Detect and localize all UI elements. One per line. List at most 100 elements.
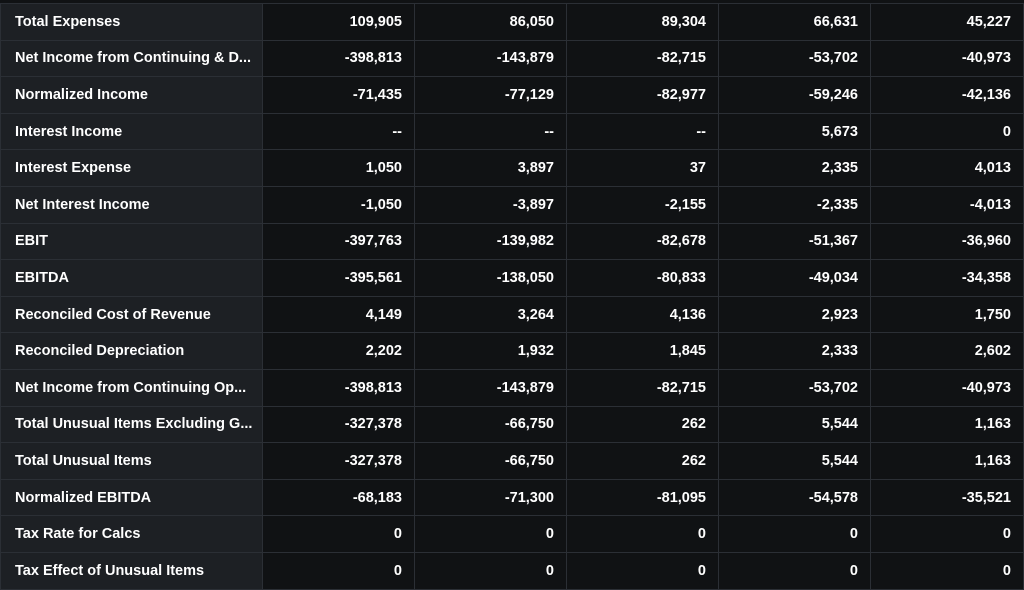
value-cell: -53,702 [719,369,871,406]
value-cell: 5,544 [719,406,871,443]
value-cell: 0 [567,516,719,552]
value-cell: -34,358 [871,260,1024,296]
value-cell: -53,702 [719,40,871,77]
value-cell: -80,833 [567,260,719,296]
value-cell: -77,129 [415,77,567,113]
value-cell: 89,304 [567,4,719,40]
row-label: Interest Income [0,113,263,150]
value-cell: 45,227 [871,4,1024,40]
value-cell: -398,813 [263,40,415,77]
table-row: Reconciled Cost of Revenue 4,149 3,264 4,13… [0,296,1024,334]
table-row: Reconciled Depreciation 2,202 1,932 1,845 2,… [0,333,1024,370]
value-cell: -398,813 [263,369,415,406]
value-cell: -- [263,113,415,150]
table-row: Net Interest Income -1,050 -3,897 -2,155 -2,… [0,186,1024,224]
value-cell: -397,763 [263,223,415,260]
row-label: Total Expenses [0,4,263,40]
value-cell: -82,977 [567,77,719,113]
value-cell: 4,136 [567,296,719,333]
row-label: Net Income from Continuing Op... [0,369,263,406]
value-cell: -- [415,113,567,150]
value-cell: 1,163 [871,406,1024,443]
table-row: EBITDA -395,561 -138,050 -80,833 -49,034 -34,… [0,260,1024,297]
value-cell: -71,435 [263,77,415,113]
value-cell: 109,905 [263,4,415,40]
value-cell: 0 [719,552,871,589]
table-row: Tax Rate for Calcs 0 0 0 0 0 [0,516,1024,553]
value-cell: 0 [719,516,871,552]
value-cell: -139,982 [415,223,567,260]
row-label: EBITDA [0,260,263,296]
value-cell: -71,300 [415,479,567,516]
value-cell: -2,155 [567,186,719,223]
row-label: Normalized EBITDA [0,479,263,516]
value-cell: -59,246 [719,77,871,113]
value-cell: 262 [567,406,719,443]
table-row: Net Income from Continuing Op... -398,813… [0,369,1024,407]
value-cell: 66,631 [719,4,871,40]
row-label: Net Interest Income [0,186,263,223]
value-cell: -2,335 [719,186,871,223]
value-cell: -395,561 [263,260,415,296]
row-label: Total Unusual Items Excluding G... [0,406,263,443]
value-cell: 1,163 [871,443,1024,479]
value-cell: 262 [567,443,719,479]
value-cell: -66,750 [415,406,567,443]
table-row: Total Unusual Items -327,378 -66,750 262 5,5… [0,443,1024,480]
value-cell: 37 [567,150,719,186]
value-cell: -327,378 [263,406,415,443]
value-cell: -3,897 [415,186,567,223]
value-cell: -49,034 [719,260,871,296]
row-label: Tax Rate for Calcs [0,516,263,552]
value-cell: -327,378 [263,443,415,479]
table-row: Net Income from Continuing & D... -398,81… [0,40,1024,78]
value-cell: 86,050 [415,4,567,40]
table-row: Normalized EBITDA -68,183 -71,300 -81,095 -5… [0,479,1024,517]
table-row: EBIT -397,763 -139,982 -82,678 -51,367 -36,96… [0,223,1024,261]
value-cell: -138,050 [415,260,567,296]
value-cell: 2,333 [719,333,871,369]
value-cell: -66,750 [415,443,567,479]
row-label: EBIT [0,223,263,260]
value-cell: -82,715 [567,369,719,406]
value-cell: 3,897 [415,150,567,186]
value-cell: -82,715 [567,40,719,77]
value-cell: 0 [263,516,415,552]
row-label: Reconciled Depreciation [0,333,263,369]
row-label: Net Income from Continuing & D... [0,40,263,77]
value-cell: 0 [871,552,1024,589]
value-cell: -35,521 [871,479,1024,516]
row-label: Interest Expense [0,150,263,186]
table-row: Interest Expense 1,050 3,897 37 2,335 4,013 [0,150,1024,187]
value-cell: 0 [567,552,719,589]
row-label: Total Unusual Items [0,443,263,479]
value-cell: 0 [415,552,567,589]
value-cell: -143,879 [415,369,567,406]
value-cell: 2,335 [719,150,871,186]
value-cell: -82,678 [567,223,719,260]
table-row: Tax Effect of Unusual Items 0 0 0 0 0 [0,552,1024,590]
value-cell: 2,923 [719,296,871,333]
value-cell: -68,183 [263,479,415,516]
table-row: Normalized Income -71,435 -77,129 -82,977 -5… [0,77,1024,114]
value-cell: -81,095 [567,479,719,516]
value-cell: 0 [871,113,1024,150]
value-cell: 4,149 [263,296,415,333]
value-cell: 1,750 [871,296,1024,333]
value-cell: -51,367 [719,223,871,260]
value-cell: -143,879 [415,40,567,77]
value-cell: 3,264 [415,296,567,333]
value-cell: -42,136 [871,77,1024,113]
financials-table: Total Expenses 109,905 86,050 89,304 66,631 4… [0,3,1024,590]
value-cell: 2,602 [871,333,1024,369]
value-cell: -1,050 [263,186,415,223]
value-cell: -40,973 [871,369,1024,406]
value-cell: 2,202 [263,333,415,369]
table-row: Interest Income -- -- -- 5,673 0 [0,113,1024,151]
value-cell: 1,932 [415,333,567,369]
value-cell: 0 [263,552,415,589]
table-row: Total Expenses 109,905 86,050 89,304 66,631 4… [0,4,1024,41]
value-cell: -54,578 [719,479,871,516]
row-label: Normalized Income [0,77,263,113]
value-cell: -- [567,113,719,150]
